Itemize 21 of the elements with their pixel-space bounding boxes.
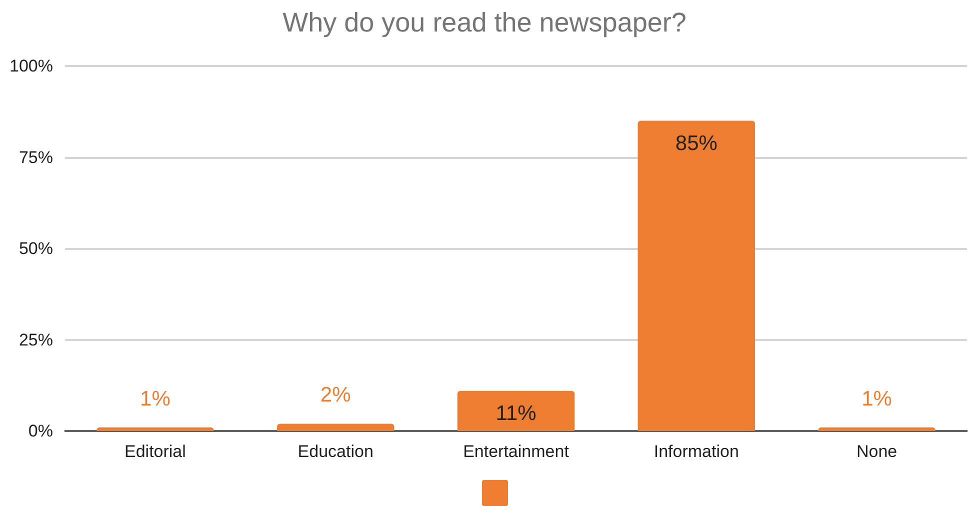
bar	[457, 390, 575, 431]
chart-title: Why do you read the newspaper?	[282, 8, 686, 38]
data-label: 85%	[675, 132, 718, 155]
data-label: 2%	[320, 384, 351, 407]
data-label: 1%	[862, 387, 892, 410]
y-tick-label: 50%	[18, 239, 53, 258]
y-tick-label: 75%	[18, 148, 53, 167]
y-tick-label: 25%	[18, 330, 53, 350]
y-tick-label: 0%	[28, 422, 53, 440]
x-tick-label: Entertainment	[463, 442, 570, 461]
bar	[638, 120, 756, 431]
x-tick-label: Education	[298, 442, 374, 461]
bar	[96, 427, 214, 431]
y-tick-label: 100%	[10, 56, 53, 76]
x-tick-label: Information	[654, 442, 739, 461]
data-label: 1%	[140, 387, 170, 410]
bar	[818, 427, 936, 431]
x-tick-label: None	[856, 442, 898, 461]
data-label: 11%	[496, 402, 536, 425]
x-tick-label: Editorial	[124, 442, 186, 461]
bar	[276, 424, 394, 431]
